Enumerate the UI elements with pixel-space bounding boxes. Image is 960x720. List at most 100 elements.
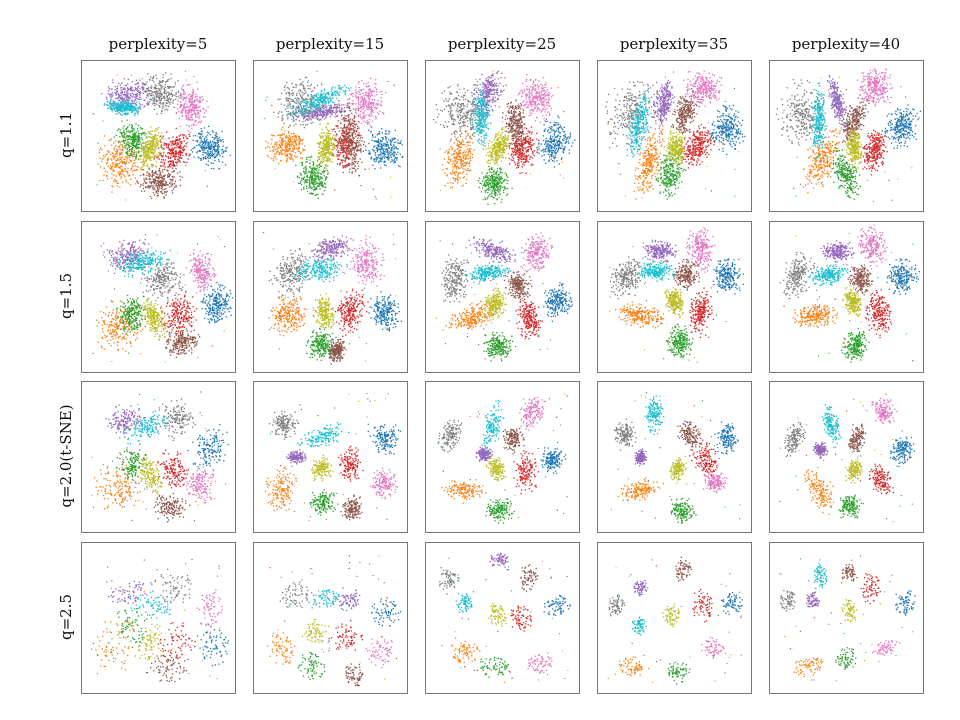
scatter-point [176,164,178,166]
scatter-point [198,120,200,123]
scatter-point [132,128,134,130]
scatter-point [311,182,313,184]
scatter-point [148,155,150,157]
scatter-point [160,112,162,114]
scatter-point [204,116,206,118]
scatter-point [355,94,357,96]
scatter-point [137,146,139,148]
cluster-pink [292,77,387,196]
scatter-point [146,164,148,167]
scatter-point [298,97,300,100]
scatter-point [323,108,325,110]
scatter-point [282,133,284,135]
scatter-point [289,157,291,159]
scatter-point [147,144,149,146]
scatter-point [201,95,203,98]
scatter-point [380,100,383,102]
scatter-point [352,142,354,144]
scatter-point [191,110,193,112]
scatter-point [179,147,181,149]
scatter-point [97,163,99,165]
scatter-point [118,128,120,130]
scatter-point [361,140,363,142]
scatter-point [295,98,298,101]
scatter-point [175,146,177,149]
scatter-point [142,152,145,154]
scatter-point [372,164,374,166]
scatter-outlier [374,196,376,198]
scatter-point [333,128,335,130]
scatter-point [190,149,192,151]
scatter-point [289,158,292,160]
scatter-point [326,113,328,115]
scatter-point [324,118,326,120]
scatter-point [156,94,158,96]
scatter-point [344,127,347,129]
scatter-point [292,120,294,122]
scatter-point [348,163,350,165]
scatter-point [343,139,345,141]
scatter-point [144,84,146,86]
scatter-point [324,106,327,109]
scatter-point [140,137,143,139]
scatter-point [337,143,340,145]
scatter-point [322,186,324,188]
scatter-point [206,152,208,154]
scatter-point [302,148,304,150]
scatter-point [129,184,132,186]
scatter-point [174,158,176,160]
scatter-point [149,146,151,148]
scatter-point [292,86,294,88]
scatter-point [126,159,128,161]
scatter-point [360,122,363,125]
scatter-point [179,141,181,143]
scatter-point [116,182,118,184]
scatter-point [318,176,320,178]
scatter-point [131,107,133,109]
scatter-point [351,147,353,149]
scatter-point [172,164,174,166]
scatter-outlier [102,120,104,122]
scatter-point [191,114,193,116]
scatter-point [171,142,173,144]
scatter-point [358,174,360,176]
scatter-point [199,144,201,147]
scatter-point [295,86,297,88]
scatter-point [123,103,125,105]
scatter-point [366,106,368,108]
scatter-point [136,169,138,171]
scatter-point [163,192,165,194]
scatter-point [362,101,364,103]
scatter-point [381,160,383,162]
scatter-point [210,147,212,149]
scatter-point [177,80,179,82]
scatter-point [269,150,271,152]
scatter-point [320,183,323,185]
scatter-point [382,111,384,114]
scatter-outlier [205,152,207,154]
scatter-point [128,155,130,157]
scatter-point [370,108,372,110]
scatter-point [146,103,148,105]
scatter-point [194,121,196,123]
scatter-point [124,156,127,158]
scatter-point [301,157,303,159]
scatter-point [214,145,217,147]
scatter-point [329,111,332,114]
scatter-point [372,89,374,92]
scatter-point [156,103,158,105]
scatter-point [215,151,217,153]
scatter-point [165,156,167,158]
scatter-point [103,135,106,137]
scatter-point [137,86,139,88]
scatter-point [133,136,135,138]
scatter-point [363,143,365,146]
scatter-point [217,138,219,140]
scatter-point [391,148,393,150]
scatter-point [118,159,120,161]
scatter-point [170,92,173,94]
scatter-point [117,93,119,95]
scatter-point [142,159,144,161]
scatter-point [115,152,118,154]
scatter-point [152,144,154,146]
